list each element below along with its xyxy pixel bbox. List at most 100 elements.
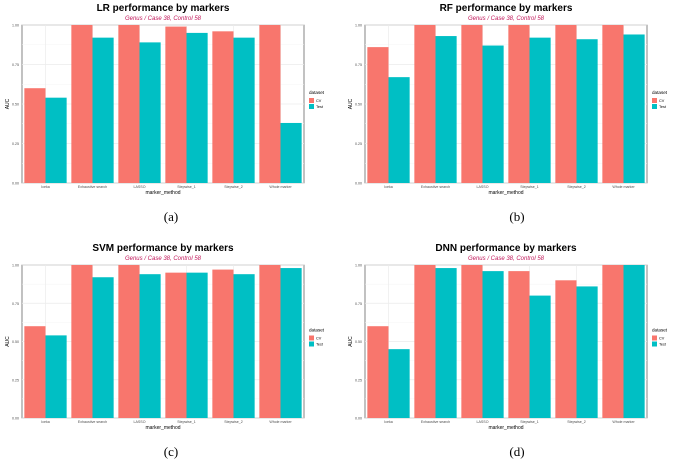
x-tick-label: LASSO (134, 420, 146, 424)
chart-title: LR performance by markers (97, 3, 230, 14)
legend-title: dataset (309, 328, 325, 333)
chart-svg-d: DNN performance by markers Genus / Case 3… (348, 243, 668, 431)
chart-panel-d: DNN performance by markers Genus / Case 3… (343, 240, 685, 440)
y-tick-label: 0.50 (355, 103, 362, 107)
x-tick-label: Exhaustive search (421, 185, 450, 189)
bar-test (529, 295, 551, 418)
x-tick-label: Iceka (41, 185, 50, 189)
legend-label-test: Test (316, 343, 324, 347)
bar-test (92, 277, 114, 418)
legend-label-cv: CV (659, 99, 665, 103)
x-axis-label: marker_method (145, 190, 180, 196)
bar-test (388, 77, 410, 183)
bar-cv (118, 265, 140, 418)
y-tick-label: 0.50 (12, 340, 19, 344)
legend-label-cv: CV (316, 99, 322, 103)
x-tick-label: Stepwise_2 (567, 420, 586, 424)
x-axis-label: marker_method (488, 425, 523, 431)
x-tick-label: Stepwise_1 (177, 420, 196, 424)
y-tick-label: 0.50 (12, 103, 19, 107)
y-tick-label: 1.00 (355, 24, 362, 28)
x-axis-label: marker_method (488, 190, 523, 196)
bar-cv (259, 265, 281, 418)
y-axis-label: AUC (348, 98, 354, 109)
y-tick-label: 0.75 (355, 63, 362, 67)
bar-test (45, 97, 67, 183)
bar-cv (367, 326, 389, 418)
chart-title: SVM performance by markers (92, 243, 234, 254)
x-tick-label: Stepwise_2 (224, 185, 243, 189)
legend-swatch-cv (309, 335, 314, 341)
y-tick-label: 1.00 (12, 24, 19, 28)
bar-cv (461, 265, 483, 418)
legend-swatch-cv (652, 98, 657, 103)
bar-test (529, 37, 551, 183)
legend-label-cv: CV (316, 337, 322, 341)
chart-title: RF performance by markers (440, 3, 573, 14)
bar-cv (165, 272, 187, 418)
y-tick-label: 0.00 (12, 182, 19, 186)
caption-d: (d) (509, 444, 525, 459)
chart-subtitle: Genus / Case 38, Control 58 (468, 256, 545, 262)
bar-cv (367, 47, 389, 184)
caption-b: (b) (509, 209, 525, 224)
bar-cv (414, 265, 436, 418)
x-tick-label: Stepwise_1 (520, 185, 539, 189)
bar-cv (602, 265, 624, 418)
legend-title: dataset (652, 328, 668, 333)
y-tick-label: 0.00 (12, 417, 19, 421)
legend-label-test: Test (316, 105, 324, 109)
y-axis-label: AUC (5, 98, 11, 109)
y-tick-label: 0.75 (12, 302, 19, 306)
chart-svg-b: RF performance by markers Genus / Case 38… (348, 3, 668, 196)
bar-cv (508, 271, 530, 418)
y-tick-label: 0.25 (355, 142, 362, 146)
bar-cv (71, 25, 93, 183)
bar-test (435, 36, 457, 184)
x-tick-label: LASSO (477, 185, 489, 189)
bar-cv (555, 280, 577, 418)
bar-cv (212, 269, 234, 418)
x-tick-label: LASSO (134, 185, 146, 189)
y-tick-label: 0.25 (12, 378, 19, 382)
bar-test (435, 268, 457, 418)
legend-swatch-test (652, 104, 657, 109)
legend-label-test: Test (659, 105, 667, 109)
y-tick-label: 0.50 (355, 340, 362, 344)
legend-title: dataset (652, 90, 668, 95)
legend-swatch-test (309, 341, 314, 347)
bar-test (280, 122, 302, 183)
bar-test (482, 45, 504, 183)
chart-svg-c: SVM performance by markers Genus / Case 3… (5, 243, 325, 431)
legend-swatch-cv (309, 98, 314, 103)
caption-c: (c) (163, 444, 179, 459)
legend-swatch-test (309, 104, 314, 109)
bar-test (576, 39, 598, 183)
x-axis-label: marker_method (145, 425, 180, 431)
chart-svg-a: LR performance by markers Genus / Case 38… (5, 3, 325, 196)
bar-cv (461, 25, 483, 183)
bar-test (139, 274, 161, 418)
bar-test (45, 335, 67, 418)
bar-test (623, 34, 645, 184)
legend-swatch-cv (652, 335, 657, 341)
bar-test (233, 37, 255, 183)
bar-test (482, 271, 504, 418)
bar-test (388, 349, 410, 418)
bar-cv (165, 26, 187, 183)
chart-subtitle: Genus / Case 38, Control 58 (125, 256, 202, 262)
y-tick-label: 0.00 (355, 182, 362, 186)
chart-subtitle: Genus / Case 38, Control 58 (468, 16, 545, 22)
x-tick-label: LASSO (477, 420, 489, 424)
legend-label-cv: CV (659, 337, 665, 341)
chart-subtitle: Genus / Case 38, Control 58 (125, 16, 202, 22)
caption-a: (a) (163, 209, 179, 224)
bar-cv (259, 25, 281, 183)
bar-test (92, 37, 114, 183)
bar-cv (118, 25, 140, 183)
y-tick-label: 0.00 (355, 417, 362, 421)
chart-title: DNN performance by markers (435, 243, 577, 254)
x-tick-label: Iceka (384, 420, 393, 424)
bar-cv (24, 326, 46, 418)
x-tick-label: Whole marker (269, 185, 292, 189)
